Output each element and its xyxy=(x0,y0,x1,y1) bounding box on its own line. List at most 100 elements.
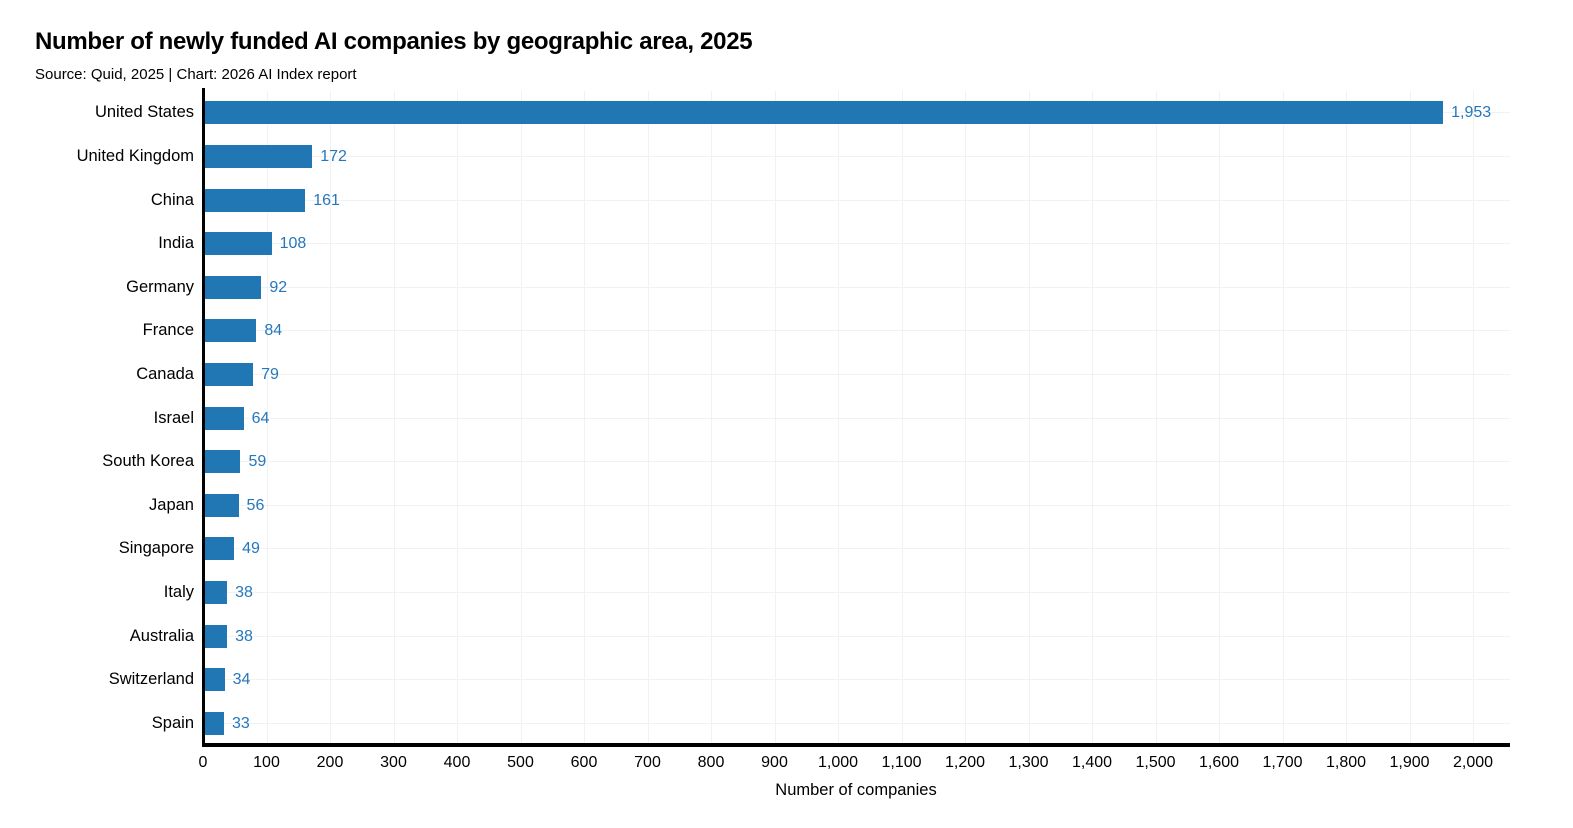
gridline-horizontal xyxy=(203,504,1510,506)
bar-france xyxy=(203,319,257,343)
bar-germany xyxy=(203,275,262,299)
category-label: South Korea xyxy=(102,452,194,471)
bar-israel xyxy=(203,406,244,430)
x-tick-label: 1,400 xyxy=(1071,754,1113,771)
gridline-vertical xyxy=(901,91,903,745)
bar-united-kingdom xyxy=(203,144,313,168)
chart-subtitle: Source: Quid, 2025 | Chart: 2026 AI Inde… xyxy=(35,66,357,83)
gridline-vertical xyxy=(965,91,966,745)
category-label: Spain xyxy=(151,713,194,732)
category-label: Japan xyxy=(149,495,194,514)
x-axis-spine xyxy=(202,743,1510,747)
value-label: 172 xyxy=(320,147,347,165)
value-label: 64 xyxy=(251,409,270,427)
x-tick-label: 900 xyxy=(761,754,788,771)
gridline-horizontal xyxy=(203,679,1510,681)
gridline-vertical xyxy=(838,91,839,745)
gridline-horizontal xyxy=(203,199,1510,201)
bar-canada xyxy=(203,362,254,386)
bar-spain xyxy=(203,711,224,735)
gridline-vertical xyxy=(1409,91,1411,745)
x-tick-label: 1,300 xyxy=(1008,754,1049,771)
value-label: 38 xyxy=(235,583,253,601)
x-tick-label: 1,000 xyxy=(817,754,859,771)
x-tick-label: 0 xyxy=(198,754,208,771)
category-label: Italy xyxy=(163,582,194,601)
x-tick-label: 2,000 xyxy=(1452,754,1494,771)
category-label: United States xyxy=(94,103,194,122)
gridline-vertical xyxy=(584,91,585,745)
category-label: Israel xyxy=(153,408,194,427)
bar-switzerland xyxy=(203,668,225,692)
bar-australia xyxy=(203,624,228,648)
gridline-horizontal xyxy=(203,722,1510,724)
x-tick-label: 1,200 xyxy=(944,754,986,771)
category-label: India xyxy=(158,234,194,253)
gridline-vertical xyxy=(774,91,776,745)
gridline-horizontal xyxy=(203,330,1510,332)
bar-singapore xyxy=(203,537,235,561)
gridline-horizontal xyxy=(203,243,1510,245)
gridline-vertical xyxy=(1282,91,1284,745)
x-tick-label: 800 xyxy=(697,754,725,771)
y-axis-spine xyxy=(202,88,205,747)
value-label: 34 xyxy=(232,671,251,689)
value-label: 161 xyxy=(313,191,340,209)
value-label: 1,953 xyxy=(1451,104,1492,122)
x-tick-label: 300 xyxy=(380,754,407,771)
x-tick-label: 1,900 xyxy=(1389,754,1430,771)
value-label: 79 xyxy=(261,365,279,383)
value-label: 38 xyxy=(235,627,253,645)
gridline-horizontal xyxy=(203,635,1510,637)
gridline-vertical xyxy=(1092,91,1093,745)
value-label: 108 xyxy=(279,235,307,253)
x-tick-label: 1,500 xyxy=(1135,754,1176,771)
bar-italy xyxy=(203,580,228,604)
value-label: 56 xyxy=(246,496,265,514)
gridline-vertical xyxy=(520,91,522,745)
bar-south-korea xyxy=(203,450,241,474)
x-tick-label: 1,600 xyxy=(1198,754,1240,771)
value-label: 59 xyxy=(248,453,267,471)
value-label: 33 xyxy=(231,714,250,732)
gridline-horizontal xyxy=(203,591,1510,593)
gridline-vertical xyxy=(1473,91,1474,745)
gridline-horizontal xyxy=(203,286,1510,288)
x-tick-label: 1,800 xyxy=(1325,754,1367,771)
category-label: Australia xyxy=(129,626,194,645)
gridline-horizontal xyxy=(203,373,1510,375)
gridline-horizontal xyxy=(203,548,1510,550)
gridline-vertical xyxy=(1028,91,1030,745)
value-label: 49 xyxy=(242,540,260,558)
bar-china xyxy=(203,188,306,212)
x-tick-label: 100 xyxy=(253,754,280,771)
gridline-vertical xyxy=(711,91,712,745)
x-tick-label: 1,100 xyxy=(881,754,922,771)
gridline-vertical xyxy=(393,91,395,745)
gridline-vertical xyxy=(1219,91,1220,745)
gridline-vertical xyxy=(1155,91,1157,745)
category-label: Singapore xyxy=(118,539,194,558)
gridline-horizontal xyxy=(203,461,1510,463)
gridline-horizontal xyxy=(203,155,1510,157)
category-label: Germany xyxy=(126,277,194,296)
x-tick-label: 400 xyxy=(443,754,471,771)
gridline-vertical xyxy=(647,91,649,745)
x-tick-label: 200 xyxy=(316,754,344,771)
category-label: Canada xyxy=(136,364,194,383)
category-label: United Kingdom xyxy=(76,146,194,165)
bar-india xyxy=(203,232,272,256)
gridline-vertical xyxy=(457,91,458,745)
value-label: 84 xyxy=(264,322,283,340)
gridline-horizontal xyxy=(203,417,1510,419)
chart-title: Number of newly funded AI companies by g… xyxy=(35,28,753,55)
gridline-vertical xyxy=(1346,91,1347,745)
x-axis-title: Number of companies xyxy=(775,781,937,799)
x-tick-label: 700 xyxy=(634,754,661,771)
x-tick-label: 500 xyxy=(507,754,534,771)
category-label: Switzerland xyxy=(108,670,194,689)
bar-united-states xyxy=(203,101,1444,125)
x-tick-label: 1,700 xyxy=(1262,754,1303,771)
category-label: France xyxy=(142,321,194,340)
